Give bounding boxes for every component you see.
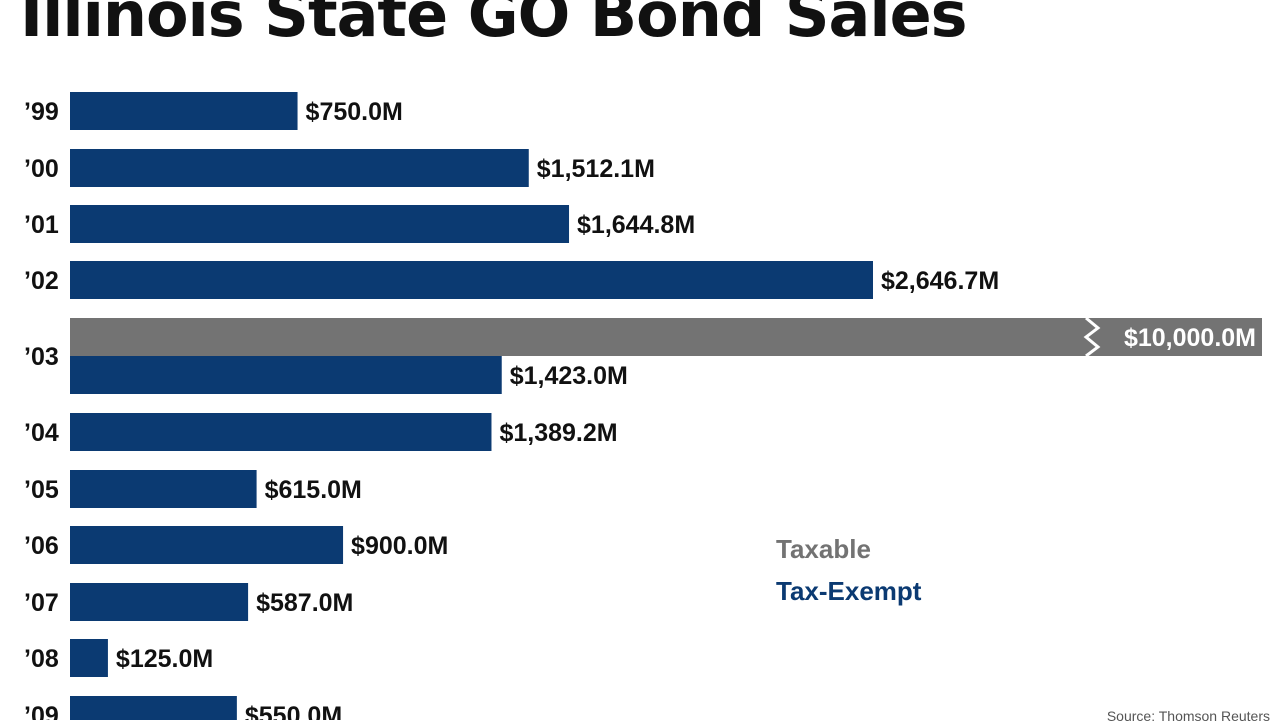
bar-tax-exempt xyxy=(70,205,570,243)
bar-tax-exempt xyxy=(70,92,298,130)
bar-tax-exempt xyxy=(70,696,237,720)
bar-value-label: $1,512.1M xyxy=(537,155,655,183)
bar-tax-exempt xyxy=(70,413,492,451)
bar-value-label: $900.0M xyxy=(351,532,448,560)
year-label: ’07 xyxy=(24,589,59,617)
bar-tax-exempt xyxy=(70,149,529,187)
bar-value-label: $587.0M xyxy=(256,589,353,617)
year-label: ’00 xyxy=(24,155,59,183)
bar-tax-exempt xyxy=(70,261,873,299)
bar-value-label: $2,646.7M xyxy=(881,267,999,295)
year-label: ’09 xyxy=(24,702,59,720)
year-label: ’02 xyxy=(24,267,59,295)
bar-tax-exempt xyxy=(70,470,257,508)
bar-value-label: $1,423.0M xyxy=(510,362,628,390)
bar-value-label-taxable: $10,000.0M xyxy=(1124,324,1256,352)
chart-title: Illinois State GO Bond Sales xyxy=(20,0,968,51)
legend-tax-exempt: Tax-Exempt xyxy=(776,576,922,606)
bar-tax-exempt xyxy=(70,356,502,394)
year-label: ’08 xyxy=(24,645,59,673)
bar-tax-exempt xyxy=(70,639,108,677)
bar-tax-exempt xyxy=(70,583,249,621)
axis-break-mark xyxy=(1083,316,1101,358)
year-label: ’01 xyxy=(24,211,59,239)
year-label: ’04 xyxy=(24,419,59,447)
bar-value-label: $1,644.8M xyxy=(577,211,695,239)
bar-value-label: $550.0M xyxy=(245,702,342,720)
bar-value-label: $615.0M xyxy=(265,476,362,504)
bar-value-label: $750.0M xyxy=(306,98,403,126)
legend-taxable: Taxable xyxy=(776,534,871,564)
year-label: ’05 xyxy=(24,476,59,504)
source-note: Source: Thomson Reuters xyxy=(1106,708,1270,724)
year-label: ’03 xyxy=(24,343,59,371)
year-label: ’99 xyxy=(24,98,59,126)
year-label: ’06 xyxy=(24,532,59,560)
bar-value-label: $125.0M xyxy=(116,645,213,673)
bar-value-label: $1,389.2M xyxy=(499,419,617,447)
bar-taxable xyxy=(70,318,1262,356)
bar-tax-exempt xyxy=(70,526,344,564)
